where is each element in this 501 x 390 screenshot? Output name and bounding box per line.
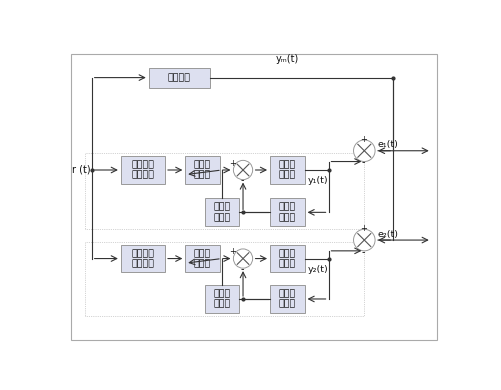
Text: y₁(t): y₁(t) <box>307 176 328 185</box>
Circle shape <box>353 229 374 251</box>
Text: 电压控
制单元: 电压控 制单元 <box>278 249 296 268</box>
Text: -: - <box>361 157 365 167</box>
Text: yₘ(t): yₘ(t) <box>275 54 298 64</box>
Bar <box>148 67 210 88</box>
Text: r (t): r (t) <box>72 165 91 175</box>
Text: -: - <box>240 176 243 185</box>
Text: 自适应
控制器: 自适应 控制器 <box>213 203 230 222</box>
Text: 前馈控
制单元: 前馈控 制单元 <box>193 160 211 180</box>
Text: 自适应
控制器: 自适应 控制器 <box>213 289 230 308</box>
Text: 反馈控
制单元: 反馈控 制单元 <box>278 289 296 308</box>
Bar <box>270 285 304 313</box>
Text: 电压控
制单元: 电压控 制单元 <box>278 160 296 180</box>
Circle shape <box>353 140 374 161</box>
Bar <box>185 156 219 184</box>
Text: 模型参数
运算单元: 模型参数 运算单元 <box>131 160 154 180</box>
Text: +: + <box>359 224 366 233</box>
Text: 反馈控
制单元: 反馈控 制单元 <box>278 203 296 222</box>
Bar <box>185 245 219 272</box>
Circle shape <box>233 249 252 268</box>
Text: y₂(t): y₂(t) <box>307 265 328 274</box>
Bar <box>121 245 165 272</box>
Text: 参考模型: 参考模型 <box>168 73 190 82</box>
Bar <box>270 245 304 272</box>
Text: +: + <box>359 135 366 144</box>
Text: +: + <box>229 159 235 168</box>
Circle shape <box>233 160 252 180</box>
Bar <box>85 242 364 316</box>
Bar <box>204 199 238 226</box>
Text: -: - <box>361 246 365 257</box>
Text: 模型参数
运算单元: 模型参数 运算单元 <box>131 249 154 268</box>
Text: +: + <box>229 247 235 256</box>
Text: e₁(t): e₁(t) <box>376 140 397 149</box>
Text: 前馈控
制单元: 前馈控 制单元 <box>193 249 211 268</box>
Bar <box>85 153 364 229</box>
Text: -: - <box>240 264 243 274</box>
Bar <box>270 199 304 226</box>
Text: e₂(t): e₂(t) <box>376 230 397 239</box>
Bar <box>121 156 165 184</box>
Bar <box>270 156 304 184</box>
Bar <box>204 285 238 313</box>
